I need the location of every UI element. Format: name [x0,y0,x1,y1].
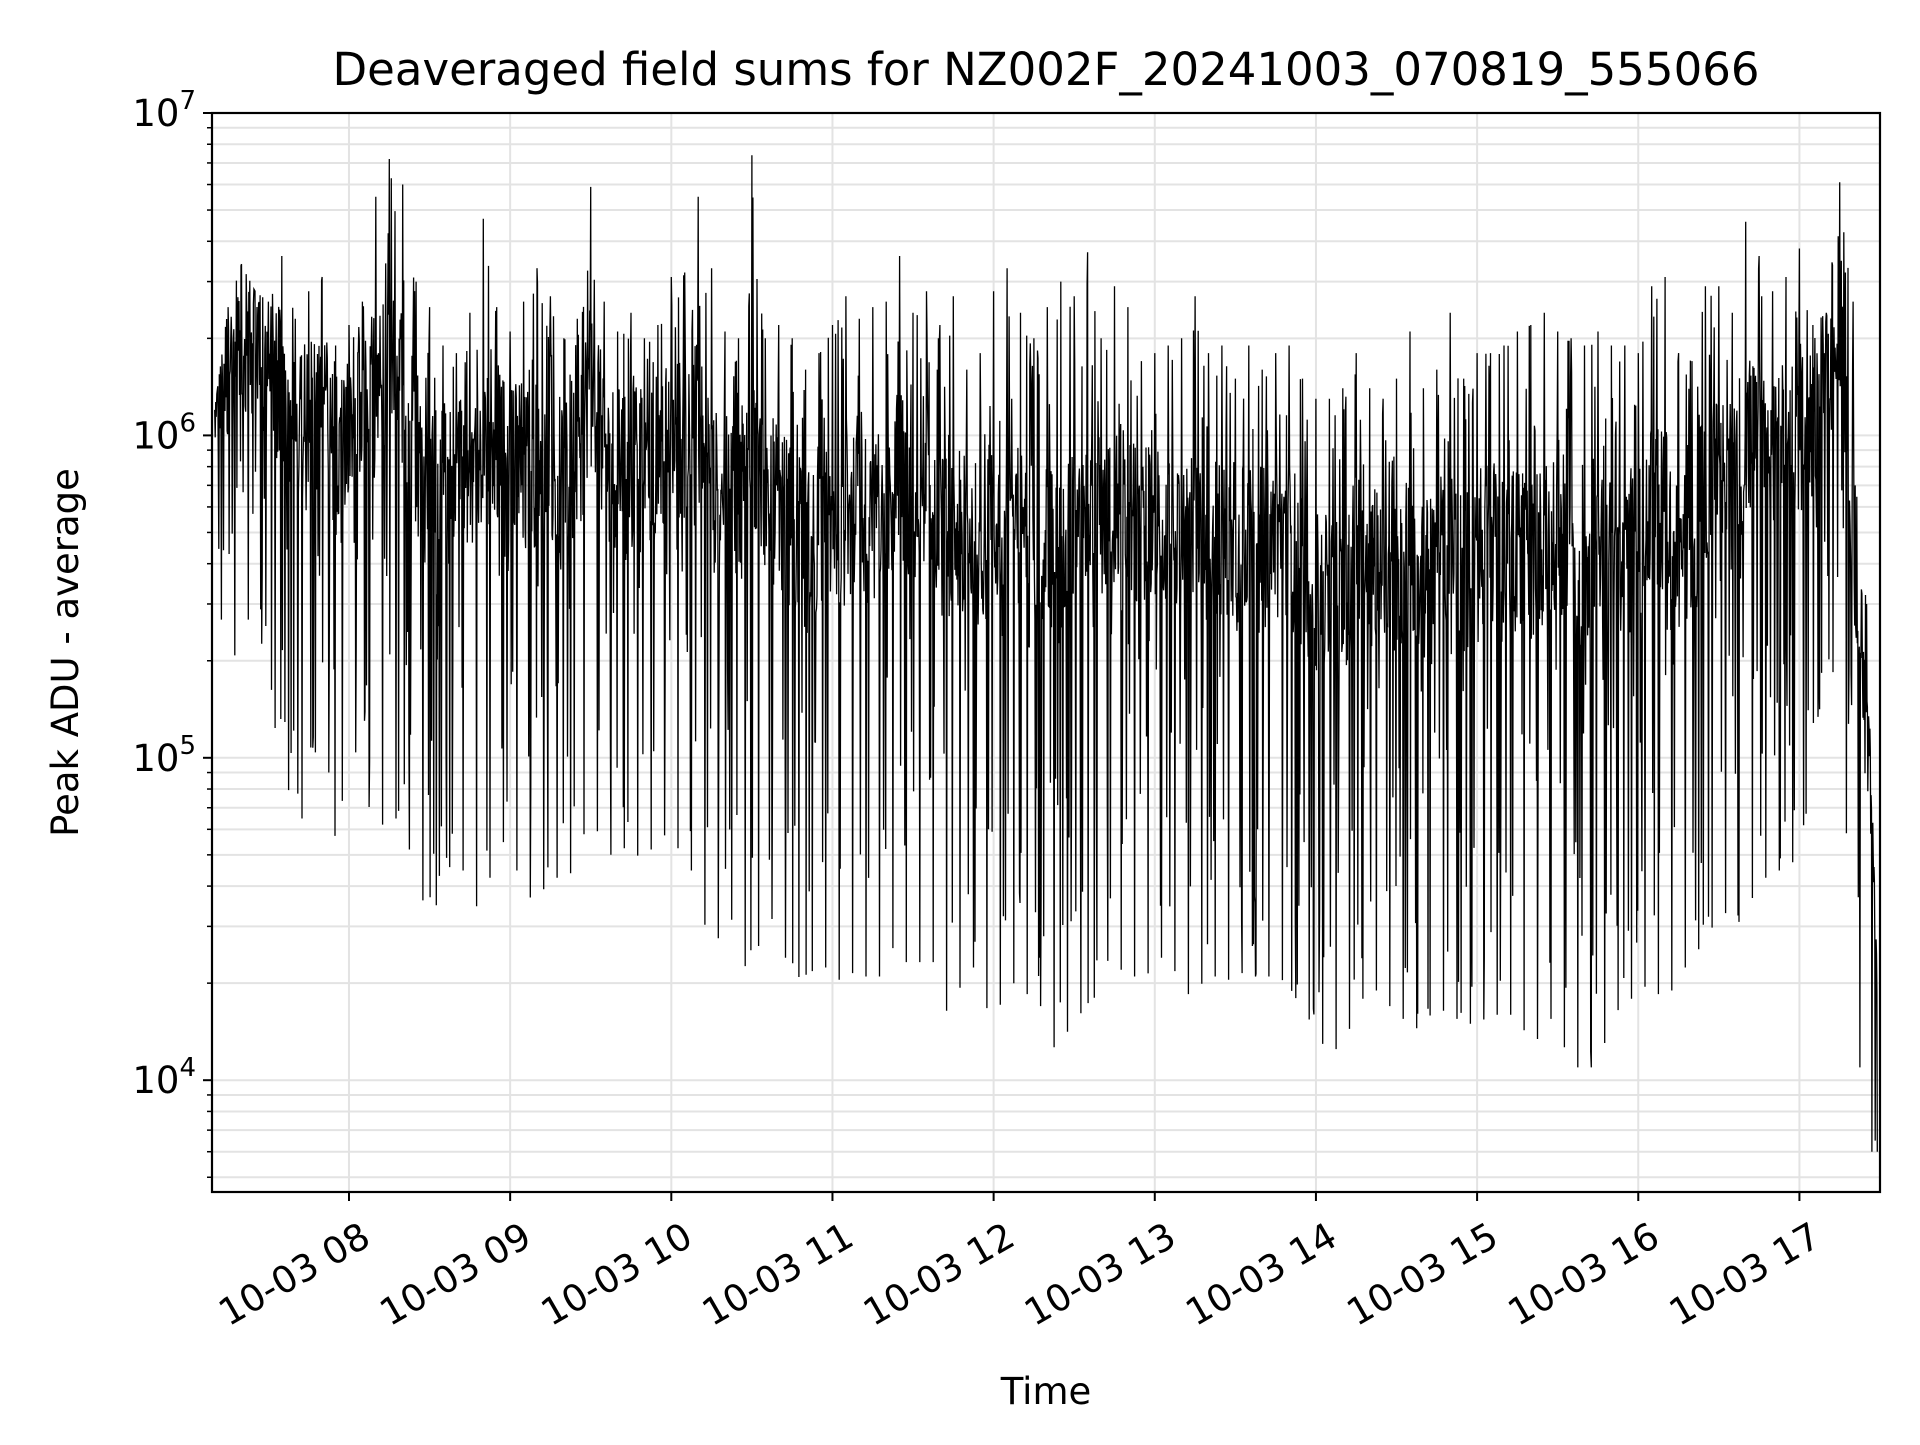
series-layer [214,155,1878,1152]
y-tick-base: 10 [132,1059,179,1102]
y-tick-label: 105 [132,731,196,780]
x-axis-label: Time [1000,1370,1092,1413]
y-tick-label: 106 [132,408,196,457]
y-tick-base: 10 [132,92,179,135]
y-tick-exponent: 5 [179,731,196,761]
y-tick-exponent: 7 [179,86,196,116]
series-line [214,155,1878,1152]
y-tick-base: 10 [132,414,179,457]
y-tick-base: 10 [132,737,179,780]
y-tick-label: 107 [132,86,196,135]
y-tick-label: 104 [132,1053,196,1102]
y-axis-label: Peak ADU - average [44,468,87,837]
chart-title: Deaveraged field sums for NZ002F_2024100… [333,43,1760,96]
plot-area-frame [210,111,1882,1194]
y-tick-exponent: 4 [179,1053,196,1083]
y-tick-exponent: 6 [179,408,196,438]
